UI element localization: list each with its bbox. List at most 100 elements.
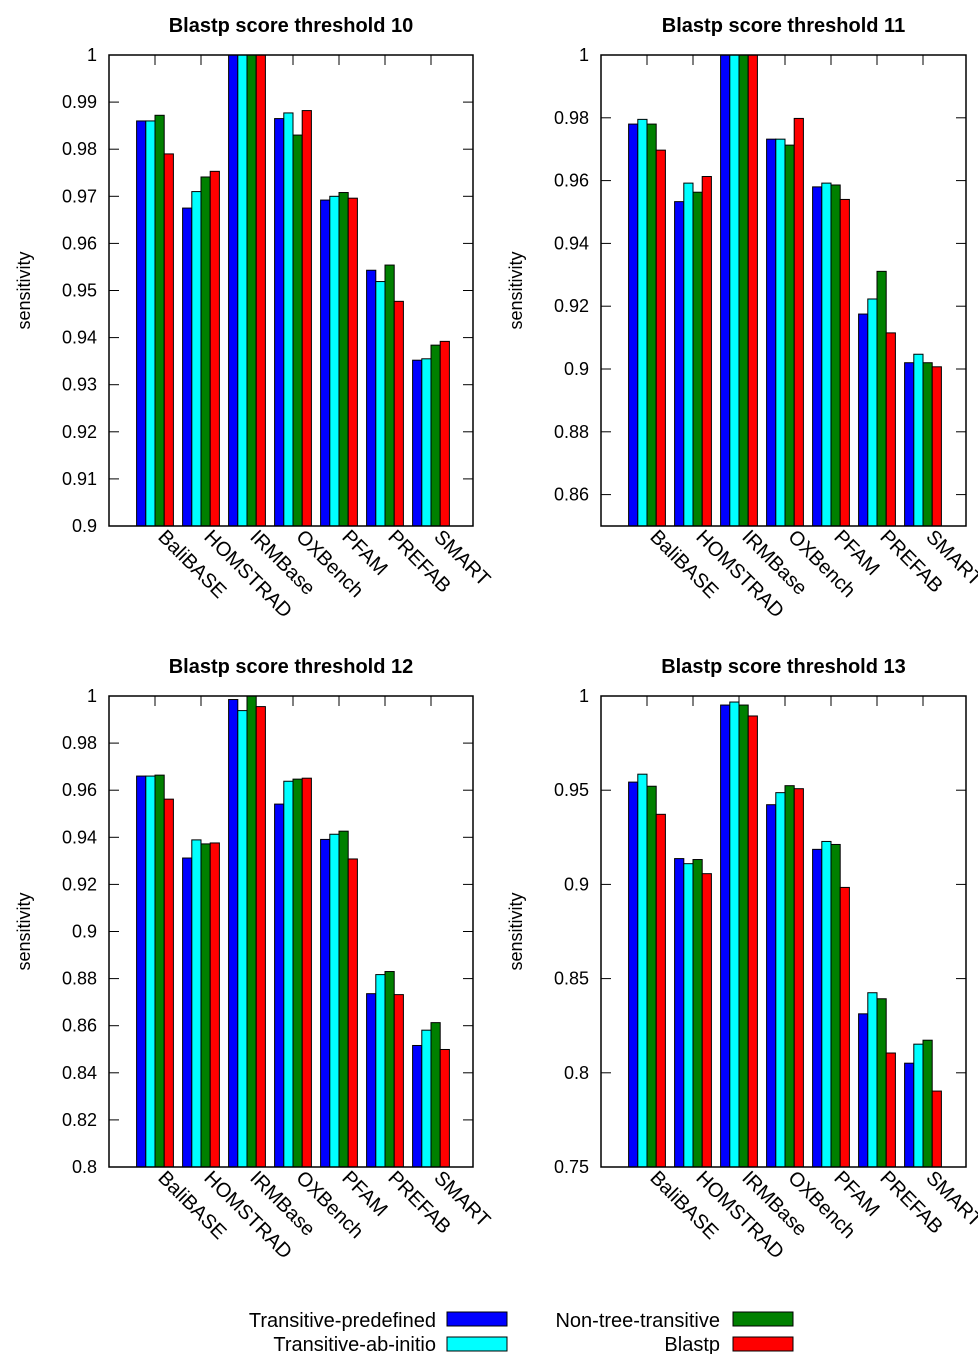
bar xyxy=(347,858,358,1168)
bar xyxy=(191,191,202,527)
bar xyxy=(876,270,887,527)
chart-title: Blastp score threshold 10 xyxy=(169,15,414,37)
bar xyxy=(237,710,248,1168)
bar xyxy=(347,197,358,527)
y-tick-label: 0.94 xyxy=(62,328,97,348)
bar xyxy=(674,858,685,1168)
bar xyxy=(228,54,239,527)
y-tick-label: 0.95 xyxy=(554,780,589,800)
bar xyxy=(701,873,712,1168)
y-tick-label: 0.9 xyxy=(564,874,589,894)
bar xyxy=(136,120,147,527)
bar xyxy=(628,123,639,527)
y-tick-label: 0.98 xyxy=(62,139,97,159)
bar xyxy=(913,353,924,527)
y-tick-label: 0.86 xyxy=(62,1016,97,1036)
bar xyxy=(729,54,740,527)
y-tick-label: 0.92 xyxy=(554,296,589,316)
bar xyxy=(246,695,257,1168)
legend-item: Blastp xyxy=(664,1334,794,1354)
y-tick-label: 0.97 xyxy=(62,186,97,206)
y-tick-label: 0.96 xyxy=(62,233,97,253)
bar xyxy=(191,839,202,1168)
bar xyxy=(439,1048,450,1168)
bar xyxy=(255,706,266,1168)
y-tick-label: 0.94 xyxy=(62,827,97,847)
bar xyxy=(904,1062,915,1168)
bar xyxy=(812,186,823,527)
bar xyxy=(701,176,712,527)
bar xyxy=(775,792,786,1168)
y-tick-label: 0.95 xyxy=(62,281,97,301)
bar xyxy=(922,362,933,527)
bar xyxy=(784,144,795,527)
bar xyxy=(637,773,648,1168)
chart-title: Blastp score threshold 12 xyxy=(169,656,414,678)
bar xyxy=(904,362,915,527)
y-tick-label: 0.94 xyxy=(554,233,589,253)
y-tick-label: 0.88 xyxy=(62,969,97,989)
bar xyxy=(646,123,657,527)
bar xyxy=(292,134,303,527)
bar xyxy=(646,785,657,1168)
y-tick-label: 0.91 xyxy=(62,469,97,489)
bar xyxy=(931,1090,942,1168)
plot-frame xyxy=(600,695,967,1168)
chart-title: Blastp score threshold 11 xyxy=(662,15,905,37)
bar xyxy=(821,840,832,1168)
bar xyxy=(412,1044,423,1168)
plot-frame xyxy=(600,54,967,527)
bar xyxy=(729,701,740,1168)
bar xyxy=(375,974,386,1168)
bar xyxy=(182,207,193,527)
legend-item: Non-tree-transitive xyxy=(555,1310,794,1332)
y-tick-label: 0.9 xyxy=(564,359,589,379)
bar xyxy=(384,264,395,527)
bar xyxy=(793,788,804,1168)
y-tick-label: 1 xyxy=(87,45,97,65)
y-tick-label: 0.92 xyxy=(62,422,97,442)
bar xyxy=(430,344,441,527)
chart-panel-3: Blastp score threshold 12 sensitivity 0.8 0… xyxy=(14,656,494,1263)
bar xyxy=(329,195,340,527)
bar xyxy=(655,149,666,527)
plot-frame xyxy=(108,695,474,1168)
bar xyxy=(393,994,404,1168)
y-tick-label: 0.93 xyxy=(62,375,97,395)
y-tick-label: 0.98 xyxy=(554,108,589,128)
legend: Transitive-predefinedTransitive-ab-initi… xyxy=(249,1310,794,1354)
bar xyxy=(766,138,777,527)
legend-label: Non-tree-transitive xyxy=(555,1310,720,1332)
bar xyxy=(738,54,749,527)
bar xyxy=(228,699,239,1168)
bar xyxy=(439,340,450,527)
y-tick-label: 0.9 xyxy=(72,516,97,536)
chart-panel-4: Blastp score threshold 13 sensitivity 0.75… xyxy=(506,656,978,1263)
legend-item: Transitive-ab-initio xyxy=(273,1334,508,1354)
bar xyxy=(338,192,349,527)
bar xyxy=(922,1039,933,1168)
bar xyxy=(628,781,639,1168)
bar xyxy=(885,1052,896,1168)
bar xyxy=(867,992,878,1168)
legend-label: Transitive-ab-initio xyxy=(273,1334,436,1354)
legend-item: Transitive-predefined xyxy=(249,1310,508,1332)
bar xyxy=(931,366,942,527)
bar xyxy=(163,153,174,527)
y-axis-label: sensitivity xyxy=(506,251,526,329)
bar xyxy=(858,1013,869,1168)
bar xyxy=(329,833,340,1168)
bar xyxy=(784,785,795,1168)
bar xyxy=(683,863,694,1168)
bar xyxy=(384,971,395,1168)
y-tick-label: 0.92 xyxy=(62,874,97,894)
y-tick-label: 0.8 xyxy=(72,1157,97,1177)
y-tick-label: 0.8 xyxy=(564,1063,589,1083)
bar xyxy=(655,813,666,1168)
bar xyxy=(867,298,878,527)
y-axis-label: sensitivity xyxy=(14,251,34,329)
bar xyxy=(301,777,312,1168)
bar xyxy=(209,170,220,527)
legend-swatch xyxy=(732,1336,794,1352)
